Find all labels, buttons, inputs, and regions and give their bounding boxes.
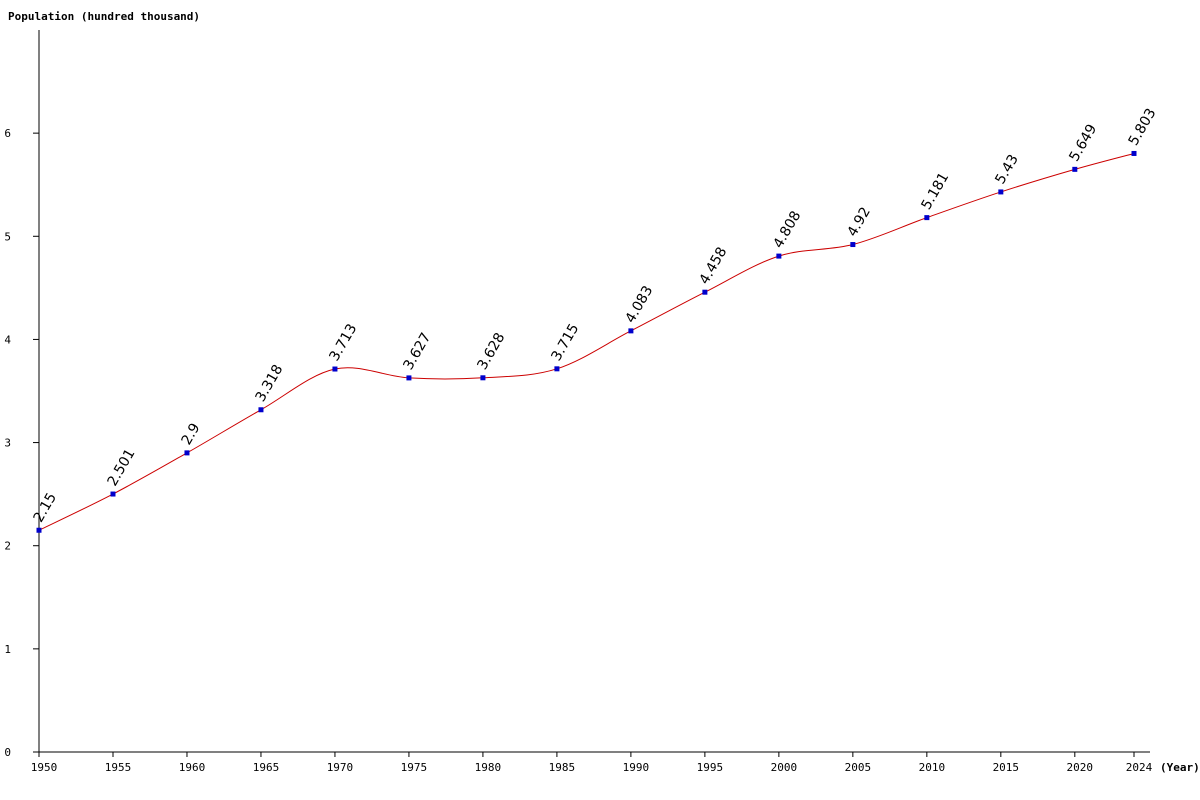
data-point — [628, 328, 633, 333]
data-label: 3.627 — [401, 330, 435, 373]
data-point — [998, 189, 1003, 194]
x-tick-label: 1980 — [475, 761, 502, 774]
x-tick-label: 2024 — [1126, 761, 1153, 774]
data-label: 4.92 — [844, 205, 873, 240]
x-tick-label: 1950 — [31, 761, 58, 774]
data-point — [332, 367, 337, 372]
data-label: 4.083 — [622, 283, 656, 326]
data-label: 5.803 — [1126, 106, 1160, 149]
data-point — [184, 450, 189, 455]
data-label: 5.43 — [992, 152, 1021, 187]
data-point — [554, 366, 559, 371]
y-ticks: 0 1 2 3 4 5 6 — [4, 127, 39, 759]
population-series-line — [39, 153, 1134, 530]
data-label: 3.628 — [475, 330, 509, 373]
data-point — [406, 375, 411, 380]
y-axis-title: Population (hundred thousand) — [8, 10, 200, 23]
x-tick-label: 2010 — [919, 761, 946, 774]
data-markers — [37, 151, 1137, 533]
data-point — [850, 242, 855, 247]
data-point — [776, 254, 781, 259]
data-label: 4.808 — [770, 208, 804, 251]
x-tick-label: 1985 — [549, 761, 576, 774]
data-label: 5.181 — [918, 170, 952, 213]
x-tick-label: 1960 — [179, 761, 206, 774]
x-tick-label: 1995 — [697, 761, 724, 774]
data-point — [110, 492, 115, 497]
x-axis-title: (Year) — [1160, 761, 1200, 774]
x-tick-label: 1975 — [401, 761, 428, 774]
y-tick-label: 1 — [4, 643, 11, 656]
data-point — [37, 528, 42, 533]
y-tick-label: 3 — [4, 437, 11, 450]
data-label: 5.649 — [1066, 122, 1100, 165]
x-tick-label: 2005 — [845, 761, 872, 774]
data-label: 3.713 — [327, 321, 361, 364]
data-label: 2.15 — [31, 490, 60, 525]
y-tick-label: 5 — [4, 230, 11, 243]
data-point — [702, 290, 707, 295]
x-tick-label: 1970 — [327, 761, 354, 774]
x-tick-label: 1965 — [253, 761, 280, 774]
data-label: 3.318 — [253, 362, 287, 405]
y-tick-label: 0 — [4, 746, 11, 759]
data-point — [1132, 151, 1137, 156]
x-tick-label: 1955 — [105, 761, 132, 774]
data-label: 4.458 — [696, 244, 730, 287]
x-ticks: 1950 1955 1960 1965 1970 1975 1980 1985 1990 1995… — [31, 752, 1153, 774]
x-tick-label: 2000 — [771, 761, 798, 774]
data-point — [258, 407, 263, 412]
data-label: 3.715 — [549, 321, 583, 364]
data-label: 2.9 — [179, 421, 204, 448]
x-tick-label: 2015 — [993, 761, 1020, 774]
data-point — [1072, 167, 1077, 172]
y-tick-label: 4 — [4, 333, 11, 346]
data-point — [924, 215, 929, 220]
x-tick-label: 2020 — [1067, 761, 1094, 774]
y-tick-label: 6 — [4, 127, 11, 140]
y-tick-label: 2 — [4, 540, 11, 553]
x-tick-label: 1990 — [623, 761, 650, 774]
data-point — [480, 375, 485, 380]
